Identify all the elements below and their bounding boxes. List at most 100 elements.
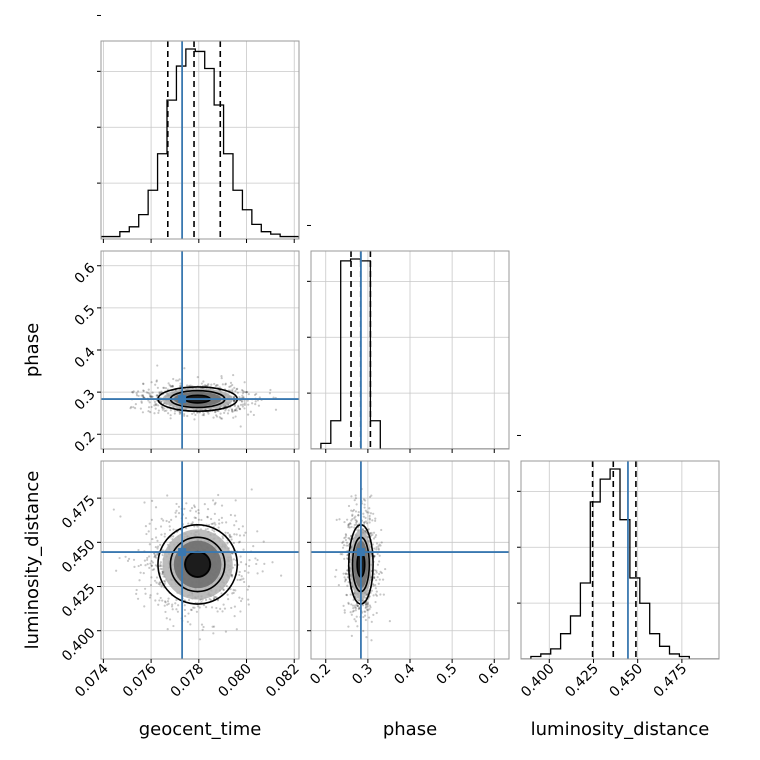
sample-point	[158, 543, 162, 546]
sample-point	[196, 525, 199, 528]
sample-point	[179, 410, 182, 414]
sample-point	[163, 579, 166, 583]
sample-point	[166, 603, 169, 606]
sample-point	[189, 623, 192, 626]
sample-point	[243, 569, 246, 573]
sample-point	[370, 531, 373, 535]
sample-point	[142, 382, 145, 386]
sample-point	[160, 517, 163, 520]
sample-point	[193, 504, 196, 507]
sample-point	[198, 606, 201, 609]
sample-point	[134, 407, 137, 410]
sample-point	[364, 596, 367, 600]
sample-point	[228, 534, 231, 537]
sample-point	[150, 518, 153, 521]
sample-point	[166, 494, 169, 497]
sample-point	[211, 522, 214, 525]
sample-point	[135, 394, 139, 397]
sample-point	[357, 511, 360, 514]
sample-point	[235, 409, 238, 412]
sample-point	[156, 547, 159, 550]
sample-point	[343, 536, 346, 540]
sample-point	[151, 395, 154, 398]
sample-point	[178, 378, 181, 381]
sample-point	[237, 404, 240, 408]
sample-point	[210, 606, 214, 609]
sample-point	[382, 593, 385, 596]
panel-frame	[100, 40, 300, 240]
sample-point	[362, 515, 365, 518]
sample-point	[154, 564, 158, 567]
sample-point	[196, 605, 200, 608]
sample-point	[209, 598, 212, 602]
sample-point	[212, 632, 215, 635]
sample-point	[238, 570, 241, 574]
sample-point	[168, 525, 171, 528]
sample-point	[140, 400, 143, 403]
sample-point	[378, 560, 381, 563]
sample-point	[239, 403, 243, 406]
sample-point	[355, 503, 358, 506]
sample-point	[232, 591, 235, 594]
sample-point	[155, 379, 158, 382]
sample-point	[368, 507, 371, 510]
sample-point	[162, 575, 165, 578]
sample-point	[355, 615, 358, 618]
sample-point	[231, 383, 234, 387]
sample-point	[171, 608, 174, 611]
x-axis-label-luminosity_distance: luminosity_distance	[531, 719, 710, 740]
sample-point	[155, 581, 158, 584]
sample-point	[197, 509, 200, 512]
sample-point	[372, 576, 375, 580]
sample-point	[231, 592, 234, 595]
sample-point	[153, 552, 156, 555]
sample-point	[159, 400, 163, 403]
sample-point	[159, 525, 163, 528]
sample-point	[225, 584, 228, 588]
sample-point	[166, 600, 170, 603]
sample-point	[344, 536, 347, 539]
sample-point	[361, 604, 365, 607]
sample-point	[354, 607, 358, 610]
sample-point	[183, 604, 186, 607]
sample-point	[241, 597, 244, 600]
sample-point	[374, 517, 377, 520]
sample-point	[348, 537, 351, 540]
sample-point	[130, 405, 133, 409]
sample-point	[161, 553, 164, 557]
sample-point	[248, 559, 251, 562]
sample-point	[353, 606, 357, 609]
sample-point	[350, 519, 353, 522]
sample-point	[183, 412, 186, 416]
sample-point	[177, 604, 180, 607]
sample-point	[372, 613, 375, 616]
sample-point	[375, 611, 378, 615]
sample-point	[369, 532, 372, 535]
sample-point	[253, 393, 257, 396]
sample-point	[161, 406, 164, 409]
sample-point	[156, 386, 159, 389]
sample-point	[237, 541, 241, 544]
x-tick-label-luminosity_distance: 0.400	[518, 661, 558, 701]
sample-point	[364, 618, 367, 622]
histogram-phase	[311, 258, 509, 449]
sample-point	[189, 384, 192, 387]
sample-point	[252, 545, 255, 548]
sample-point	[140, 401, 143, 404]
sample-point	[161, 599, 164, 602]
sample-point	[380, 528, 383, 532]
truth-marker	[178, 395, 187, 404]
sample-point	[228, 385, 231, 388]
sample-point	[353, 516, 356, 520]
sample-point	[381, 578, 385, 581]
sample-point	[219, 417, 223, 420]
x-tick-label-geocent_time: 0.078	[168, 661, 208, 701]
sample-point	[234, 499, 237, 502]
sample-point	[146, 556, 149, 560]
sample-point	[194, 413, 197, 417]
sample-point	[388, 620, 391, 623]
sample-point	[355, 603, 359, 606]
sample-point	[254, 557, 257, 560]
sample-point	[212, 416, 215, 419]
sample-point	[243, 407, 246, 410]
